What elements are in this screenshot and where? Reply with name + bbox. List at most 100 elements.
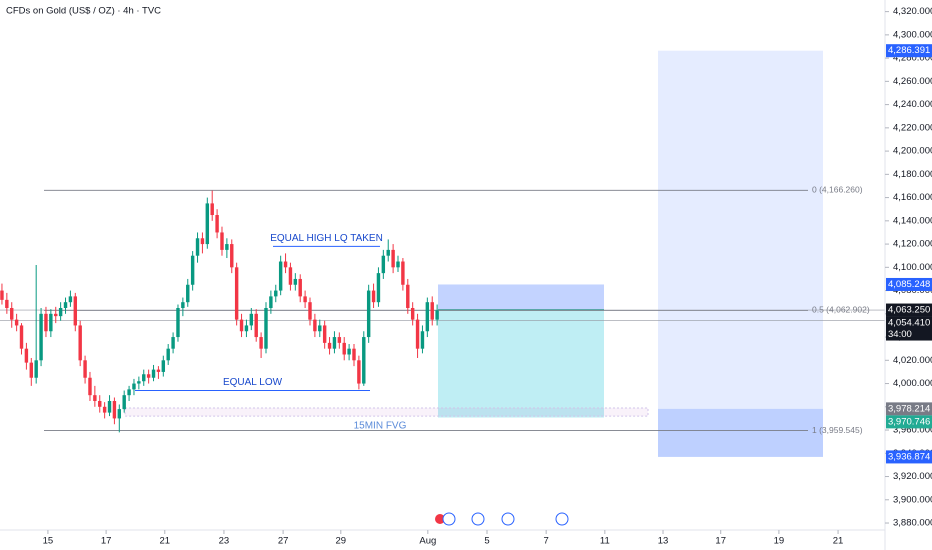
x-tick-label: 23 <box>219 536 230 547</box>
candle-body <box>58 308 63 317</box>
price-label-bg <box>886 415 932 429</box>
y-tick-label: 4,280.000 <box>893 53 932 64</box>
candle-body <box>381 255 386 274</box>
y-tick-label: 4,240.000 <box>893 99 932 110</box>
event-icon <box>555 512 569 526</box>
y-tick-label: 3,900.000 <box>893 494 932 505</box>
target-zone <box>438 310 604 418</box>
x-tick-label: 27 <box>278 536 289 547</box>
projection-box-upper <box>658 50 823 409</box>
candle-body <box>396 261 400 268</box>
y-tick-label: 4,220.000 <box>893 122 932 133</box>
annotation-label: EQUAL LOW <box>223 377 283 388</box>
price-label: 4,286.391 <box>888 45 930 56</box>
candle-body <box>410 308 415 320</box>
candle-body <box>386 249 390 256</box>
candle-body <box>274 290 278 297</box>
chart-title: CFDs on Gold (US$ / OZ) · 4h · TVC <box>6 6 161 17</box>
candle-body <box>156 369 161 372</box>
candle-body <box>176 308 180 338</box>
candle-body <box>342 342 346 355</box>
x-tick-label: 13 <box>658 536 669 547</box>
candle-body <box>132 383 136 390</box>
candle-body <box>230 244 234 268</box>
candle-body <box>98 400 102 407</box>
y-tick-label: 3,920.000 <box>893 471 932 482</box>
price-label-bg <box>886 316 932 341</box>
y-tick-label: 4,180.000 <box>893 169 932 180</box>
x-tick-label: Aug <box>419 536 436 547</box>
candle-body <box>371 290 376 303</box>
candle-body <box>63 302 68 309</box>
candle-body <box>430 302 434 320</box>
x-tick-label: 11 <box>600 536 610 547</box>
y-tick-label: 4,140.000 <box>893 215 932 226</box>
candle-body <box>254 313 258 338</box>
mid-layer <box>0 189 885 433</box>
candle-body <box>200 238 205 245</box>
candle-body <box>146 374 151 378</box>
candle-body <box>352 348 356 361</box>
candle-body <box>19 325 24 349</box>
candle-body <box>264 308 268 349</box>
candle-body <box>366 290 371 338</box>
candle-body <box>249 313 254 326</box>
candle-body <box>14 319 19 326</box>
candle-body <box>122 395 126 410</box>
candle-body <box>435 310 439 320</box>
candle-body <box>44 313 48 332</box>
stop-zone <box>438 284 604 311</box>
candle-body <box>171 337 175 349</box>
candle-body <box>376 273 381 303</box>
y-tick-label: 4,300.000 <box>893 29 932 40</box>
event-icons <box>435 512 569 526</box>
candle-body <box>420 331 425 349</box>
candle-body <box>112 400 117 419</box>
candle-body <box>259 337 263 349</box>
candle-body <box>425 302 430 332</box>
x-tick-label: 5 <box>484 536 489 547</box>
candle-body <box>205 203 210 245</box>
fib-label: 1 (3,959.545) <box>812 425 863 435</box>
y-tick-label: 4,160.000 <box>893 192 932 203</box>
y-tick-label: 4,020.000 <box>893 355 932 366</box>
candle-body <box>24 348 29 363</box>
candle-body <box>181 302 185 309</box>
candle-body <box>0 290 4 300</box>
candle-body <box>88 377 92 396</box>
x-tick-label: 15 <box>43 536 54 547</box>
y-tick-label: 4,100.000 <box>893 262 932 273</box>
candle-body <box>362 337 366 384</box>
event-icon <box>471 512 485 526</box>
y-tick-label: 4,000.000 <box>893 378 932 389</box>
candle-body <box>244 325 249 332</box>
candle-body <box>225 244 229 250</box>
x-tick-label: 21 <box>833 536 844 547</box>
candle-body <box>34 360 38 378</box>
x-tick-label: 7 <box>544 536 549 547</box>
candle-body <box>117 409 122 419</box>
x-tick-label: 21 <box>159 536 170 547</box>
price-label-bg <box>886 303 932 317</box>
price-label: 3,936.874 <box>888 451 930 462</box>
candle-body <box>318 325 322 332</box>
candle-body <box>332 337 337 349</box>
x-tick-label: 19 <box>774 536 785 547</box>
candle-body <box>288 267 293 285</box>
event-icon <box>442 512 456 526</box>
candle-body <box>357 360 361 384</box>
price-label: 4,063.250 <box>888 305 930 316</box>
candle-body <box>127 389 131 396</box>
candle-body <box>337 337 342 343</box>
fib-label: 0 (4,166.260) <box>812 185 863 195</box>
fvg-box <box>124 407 649 417</box>
candle-body <box>186 284 190 303</box>
candle-body <box>83 360 87 378</box>
price-label-bg <box>886 44 932 58</box>
candle-body <box>239 319 244 332</box>
y-tick-label: 4,260.000 <box>893 76 932 87</box>
candle-body <box>298 278 302 297</box>
price-label: 4,054.410 <box>888 318 930 329</box>
